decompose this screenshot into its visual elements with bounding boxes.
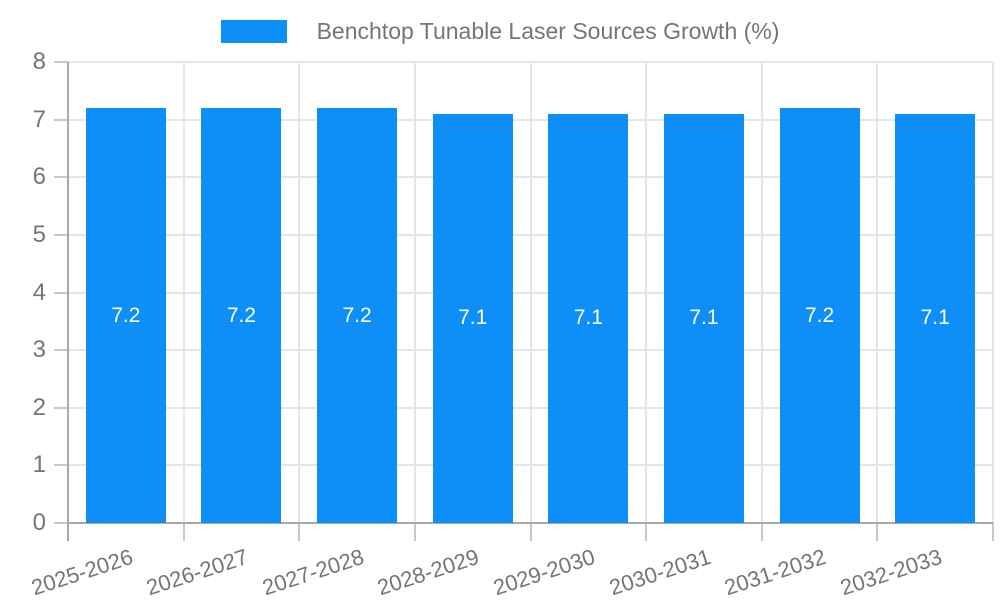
x-tick-mark bbox=[413, 523, 416, 541]
y-tick-mark bbox=[54, 291, 68, 294]
y-axis-label: 2 bbox=[32, 393, 46, 421]
y-tick-mark bbox=[54, 522, 68, 524]
bar-value-label: 7.2 bbox=[804, 303, 835, 327]
y-axis bbox=[67, 62, 69, 541]
x-gridline bbox=[529, 62, 532, 523]
y-tick-mark bbox=[54, 464, 68, 467]
bar-value-label: 7.1 bbox=[920, 306, 950, 330]
x-axis-label: 2027-2028 bbox=[258, 544, 367, 600]
x-tick-mark bbox=[182, 523, 185, 541]
bar bbox=[663, 113, 744, 523]
x-axis-label: 2025-2026 bbox=[27, 544, 136, 600]
x-gridline bbox=[413, 62, 416, 523]
x-axis-label: 2026-2027 bbox=[143, 544, 252, 600]
chart-legend: Benchtop Tunable Laser Sources Growth (%… bbox=[0, 18, 1000, 44]
y-axis-label: 1 bbox=[32, 451, 46, 479]
bar bbox=[779, 108, 860, 523]
y-axis-label: 5 bbox=[32, 220, 46, 248]
x-tick-mark bbox=[298, 523, 301, 541]
bar-value-label: 7.2 bbox=[342, 303, 372, 327]
x-tick-mark bbox=[760, 523, 763, 541]
y-axis-label: 4 bbox=[32, 278, 46, 306]
x-axis-label: 2030-2031 bbox=[605, 544, 714, 600]
y-tick-mark bbox=[54, 176, 68, 179]
y-tick-mark bbox=[54, 233, 68, 236]
x-axis-label: 2031-2032 bbox=[721, 544, 830, 600]
bar-value-label: 7.2 bbox=[226, 303, 257, 327]
x-gridline bbox=[760, 62, 763, 523]
bar bbox=[201, 108, 282, 523]
x-gridline bbox=[182, 62, 185, 523]
bar bbox=[548, 113, 629, 523]
y-axis-label: 0 bbox=[32, 509, 46, 536]
bar bbox=[317, 108, 398, 523]
x-axis-label: 2029-2030 bbox=[490, 544, 599, 600]
x-tick-mark bbox=[876, 523, 879, 541]
legend-swatch bbox=[220, 19, 287, 43]
x-axis bbox=[68, 522, 993, 524]
y-tick-mark bbox=[54, 118, 68, 121]
bar bbox=[895, 113, 976, 523]
bar-value-label: 7.1 bbox=[458, 306, 488, 330]
x-axis-label: 2032-2033 bbox=[837, 544, 945, 600]
x-axis-label: 2028-2029 bbox=[374, 544, 483, 600]
y-axis-label: 7 bbox=[32, 105, 46, 133]
bar-value-label: 7.1 bbox=[689, 306, 719, 330]
y-tick-mark bbox=[54, 406, 68, 409]
x-gridline bbox=[876, 62, 879, 523]
y-axis-label: 3 bbox=[32, 336, 46, 364]
y-tick-mark bbox=[54, 61, 68, 63]
bar bbox=[432, 113, 513, 523]
y-tick-mark bbox=[54, 349, 68, 352]
bar bbox=[85, 108, 166, 523]
x-tick-mark bbox=[529, 523, 532, 541]
x-gridline bbox=[298, 62, 301, 523]
bar-value-label: 7.1 bbox=[573, 306, 603, 330]
bar-value-label: 7.2 bbox=[111, 303, 141, 327]
y-axis-label: 6 bbox=[32, 163, 46, 191]
x-tick-mark bbox=[992, 523, 994, 541]
y-axis-label: 8 bbox=[32, 48, 46, 75]
x-gridline bbox=[992, 62, 994, 523]
x-tick-mark bbox=[645, 523, 648, 541]
x-gridline bbox=[645, 62, 648, 523]
chart-title: Benchtop Tunable Laser Sources Growth (%… bbox=[316, 18, 780, 44]
